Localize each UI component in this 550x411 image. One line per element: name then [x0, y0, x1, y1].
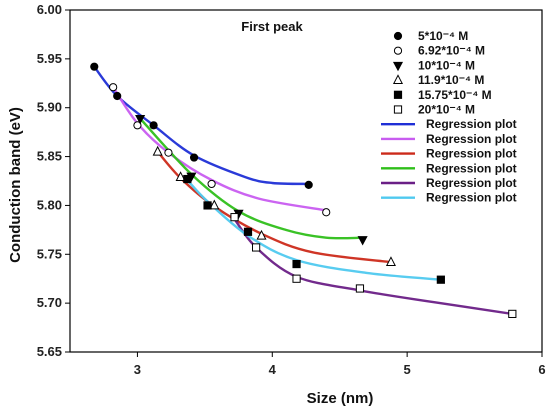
y-tick-label: 5.85 [37, 149, 62, 164]
y-tick-label: 6.00 [37, 2, 62, 17]
legend-marker-4 [392, 74, 404, 84]
y-tick-label: 5.75 [37, 246, 62, 261]
y-tick-label: 5.80 [37, 197, 62, 212]
data-point-series-1 [149, 121, 158, 130]
legend-regression-label-5: Regression plot [426, 176, 517, 190]
x-tick-label: 3 [134, 362, 141, 377]
data-point-series-6 [508, 309, 517, 318]
y-tick-label: 5.65 [37, 344, 62, 359]
data-point-series-5 [436, 275, 445, 284]
legend-label-5: 15.75*10⁻⁴ M [418, 88, 492, 102]
data-point-series-4 [175, 171, 186, 181]
y-tick-label: 5.90 [37, 100, 62, 115]
x-tick-label: 5 [404, 362, 411, 377]
axes: 3 4 5 6 5.65 5.70 5.75 5.80 5.85 5.90 5.95 6.00 [37, 2, 546, 377]
legend-regression-label-6: Regression plot [426, 191, 517, 205]
data-point-series-6 [355, 284, 365, 293]
y-tick-label: 5.95 [37, 51, 62, 66]
legend-label-3: 10*10⁻⁴ M [418, 58, 475, 72]
x-tick-label: 6 [538, 362, 545, 377]
legend-regression-label-1: Regression plot [426, 117, 517, 131]
legend-marker-1 [393, 31, 403, 41]
data-point-series-6 [230, 213, 239, 222]
legend-marker-2 [393, 46, 403, 55]
regression-line-6 [186, 178, 443, 281]
data-point-series-1 [90, 62, 99, 71]
legend-regression-label-3: Regression plot [426, 147, 517, 161]
data-point-series-4 [256, 229, 267, 240]
data-point-series-5 [243, 227, 253, 236]
plot-area [90, 62, 517, 318]
legend-label-4: 11.9*10⁻⁴ M [418, 73, 484, 87]
data-point-series-2 [322, 208, 331, 217]
data-point-series-4 [385, 256, 396, 267]
regression-line-2 [112, 86, 328, 212]
plot-frame [69, 9, 543, 353]
data-point-series-6 [252, 243, 261, 252]
legend-marker-5 [393, 90, 403, 99]
legend: 5*10⁻⁴ M6.92*10⁻⁴ M10*10⁻⁴ M11.9*10⁻⁴ M1… [381, 29, 517, 205]
data-point-series-2 [133, 121, 142, 130]
legend-label-2: 6.92*10⁻⁴ M [418, 44, 485, 58]
data-point-series-1 [189, 153, 199, 162]
legend-label-1: 5*10⁻⁴ M [418, 29, 468, 43]
data-point-series-6 [292, 274, 301, 283]
data-point-series-2 [207, 179, 216, 189]
data-point-series-3 [357, 236, 368, 246]
legend-marker-6 [393, 105, 403, 114]
data-point-series-2 [164, 148, 173, 157]
data-point-series-2 [109, 83, 118, 92]
data-point-series-3 [135, 114, 146, 125]
data-point-series-5 [183, 174, 192, 184]
data-point-series-1 [304, 180, 313, 190]
data-point-series-1 [113, 91, 122, 101]
x-tick-label: 4 [269, 362, 277, 377]
data-point-series-4 [152, 145, 163, 156]
legend-regression-label-4: Regression plot [426, 161, 517, 175]
y-tick-label: 5.70 [37, 295, 62, 310]
chart-title: First peak [241, 19, 303, 34]
legend-label-6: 20*10⁻⁴ M [418, 103, 475, 117]
y-axis-title: Conduction band (eV) [7, 107, 24, 263]
data-point-series-4 [209, 199, 220, 210]
data-point-series-5 [203, 201, 212, 210]
legend-marker-3 [392, 61, 404, 72]
legend-regression-label-2: Regression plot [426, 132, 517, 146]
data-point-series-5 [292, 259, 301, 269]
x-axis-title: Size (nm) [307, 390, 374, 407]
regression-line-4 [138, 117, 364, 240]
